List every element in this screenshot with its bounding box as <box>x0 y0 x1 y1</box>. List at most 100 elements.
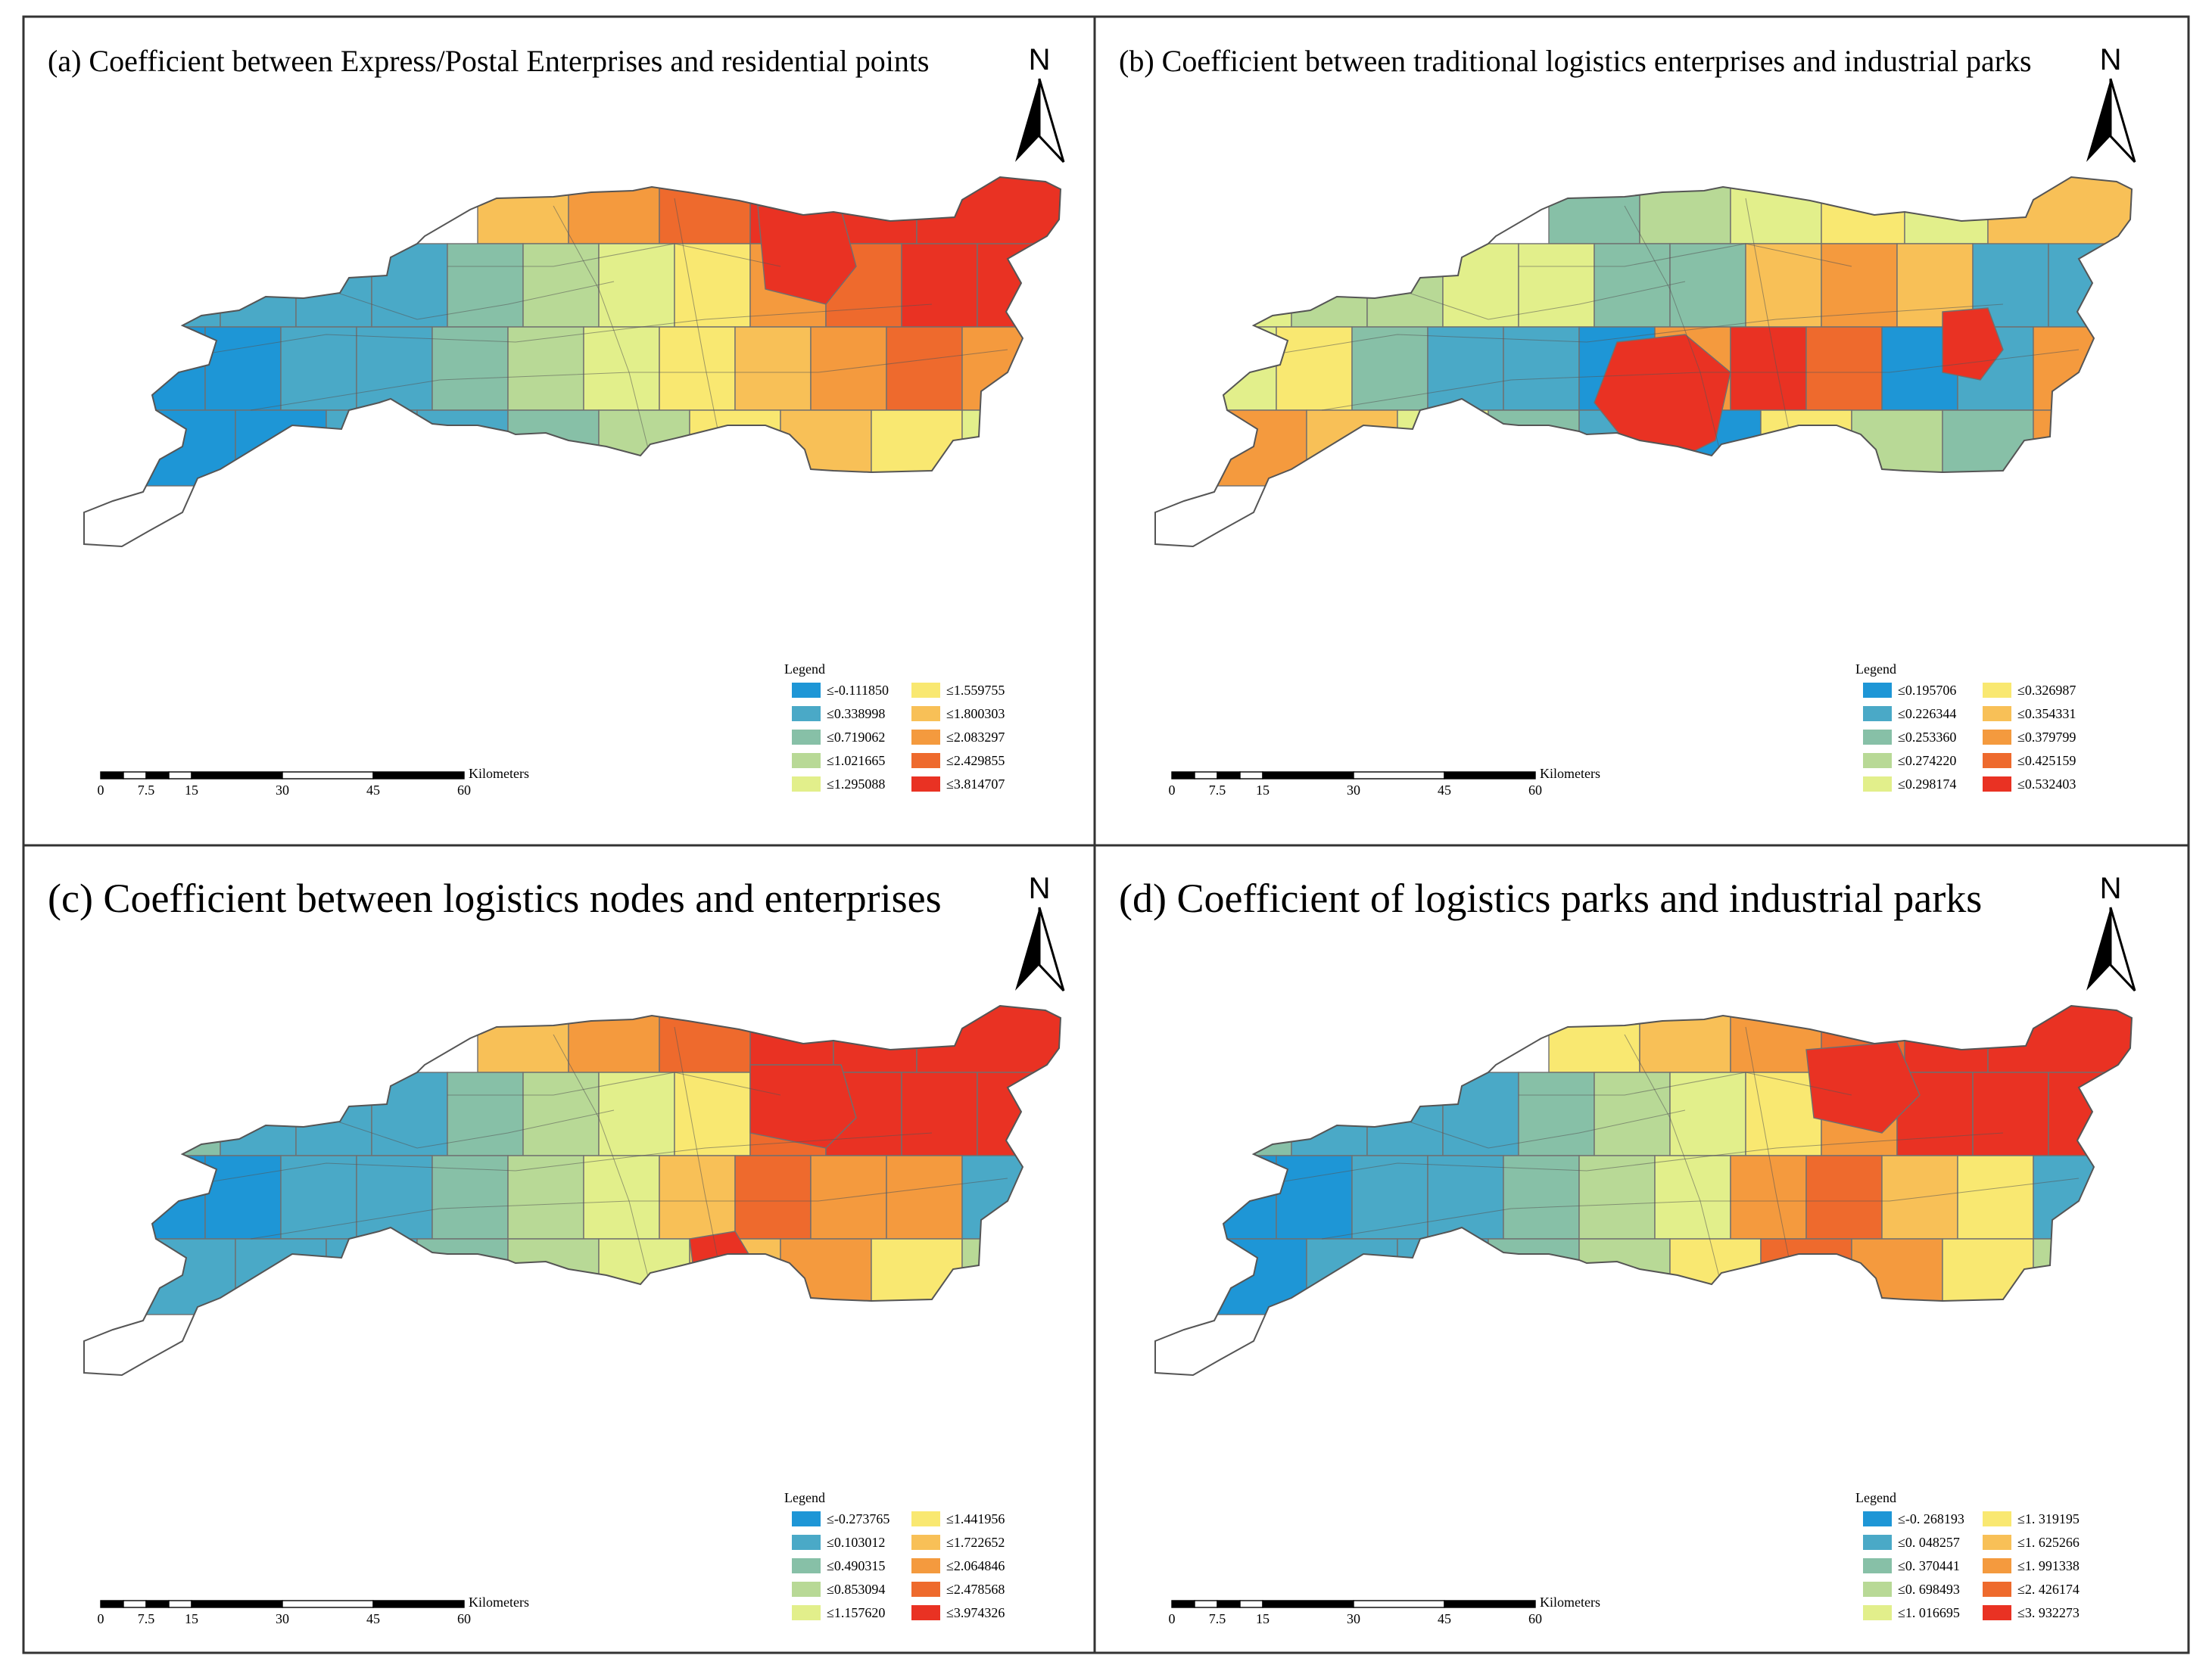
map-region <box>1639 186 1731 244</box>
scale-bar-segment <box>282 1600 374 1608</box>
north-arrow-left-half <box>2086 79 2111 162</box>
scale-tick-label: 0 <box>1169 1611 1176 1626</box>
legend-swatch <box>1983 1535 2011 1550</box>
legend-swatch <box>1983 706 2011 721</box>
legend-swatch <box>792 753 821 768</box>
road-line <box>1745 198 1792 441</box>
legend-swatch <box>911 1535 940 1550</box>
scale-tick-label: 7.5 <box>1209 783 1226 798</box>
legend-swatch <box>911 706 940 721</box>
map-region <box>1745 243 1822 328</box>
map-region <box>1805 326 1883 411</box>
map-region <box>598 243 675 328</box>
map-region <box>1669 1072 1746 1156</box>
map-region <box>568 186 660 244</box>
legend-label: ≤0.274220 <box>1898 753 1956 768</box>
legend-label: ≤1.157620 <box>827 1605 885 1620</box>
legend-label: ≤-0. 268193 <box>1898 1511 1964 1526</box>
legend: Legend≤-0. 268193 ≤0. 048257 ≤0. 370441 ≤0.… <box>1855 1490 2080 1620</box>
road-line <box>326 281 615 320</box>
north-arrow-letter: N <box>2100 872 2122 905</box>
map-region <box>1821 243 1898 328</box>
map-region <box>204 1155 282 1240</box>
legend-label: ≤0.425159 <box>2017 753 2076 768</box>
map-region <box>1351 326 1428 411</box>
scale-tick-label: 45 <box>1438 1611 1451 1626</box>
map-region <box>901 1072 978 1156</box>
north-arrow-right-half <box>1038 78 1065 163</box>
legend-swatch <box>1983 730 2011 745</box>
panel-title: (d) Coefficient of logistics parks and i… <box>1119 876 1982 921</box>
scale-bar-segment <box>100 1600 124 1608</box>
map-region <box>522 1072 600 1156</box>
scale-bar-segment <box>145 1600 170 1608</box>
scale-bar-segment <box>145 771 170 779</box>
legend-label: ≤1.441956 <box>946 1511 1005 1526</box>
map-region <box>1730 326 1807 411</box>
north-arrow: N <box>2086 872 2136 992</box>
road-line <box>553 205 653 464</box>
legend-label: ≤2. 426174 <box>2017 1582 2080 1597</box>
scale-bar-segment <box>282 771 374 779</box>
scale-bar-segment <box>168 771 192 779</box>
scale-bar-segment <box>123 771 147 779</box>
scale-bar-segment <box>1194 771 1218 779</box>
legend-swatch <box>1863 776 1892 792</box>
legend-label: ≤1.559755 <box>946 683 1005 698</box>
legend-label: ≤1.722652 <box>946 1535 1005 1550</box>
legend-label: ≤0. 048257 <box>1898 1535 1960 1550</box>
study-area-boundary <box>83 1004 1062 1377</box>
legend-label: ≤0.326987 <box>2017 683 2076 698</box>
north-arrow-letter: N <box>1029 43 1051 76</box>
legend-swatch <box>792 706 821 721</box>
north-arrow-letter: N <box>1029 872 1051 905</box>
legend-swatch <box>1863 1511 1892 1526</box>
legend-label: ≤1. 625266 <box>2017 1535 2080 1550</box>
scale-bar-segment <box>1217 1600 1241 1608</box>
legend-label: ≤0.226344 <box>1898 706 1956 721</box>
scale-tick-label: 60 <box>457 1611 471 1626</box>
map-region <box>1518 1072 1595 1156</box>
north-arrow-left-half <box>1015 79 1039 162</box>
road-line <box>1519 1072 1852 1096</box>
scale-tick-label: 60 <box>457 783 471 798</box>
scale-tick-label: 30 <box>276 1611 289 1626</box>
legend-label: ≤-0.273765 <box>827 1511 889 1526</box>
legend-swatch <box>911 683 940 698</box>
scale-unit: Kilometers <box>469 1595 529 1610</box>
north-arrow-right-half <box>2109 907 2136 992</box>
scale-bar-segment <box>1171 771 1195 779</box>
scale-tick-label: 15 <box>185 783 198 798</box>
legend-label: ≤0.853094 <box>827 1582 885 1597</box>
map-region <box>1594 1072 1671 1156</box>
scale-tick-label: 60 <box>1528 783 1542 798</box>
legend-label: ≤3.814707 <box>946 776 1005 792</box>
legend-label: ≤1.295088 <box>827 776 885 792</box>
legend-label: ≤2.083297 <box>946 730 1005 745</box>
legend-swatch <box>911 753 940 768</box>
map-region <box>583 1155 660 1240</box>
legend-swatch <box>1983 683 2011 698</box>
map-region <box>1972 1072 2049 1156</box>
road-line <box>674 198 721 441</box>
scale-unit: Kilometers <box>1540 766 1600 781</box>
map-region <box>1518 243 1595 328</box>
road-line <box>447 1072 781 1096</box>
scale-tick-label: 7.5 <box>138 783 155 798</box>
map-region <box>1578 1155 1656 1240</box>
scale-tick-label: 45 <box>1438 783 1451 798</box>
legend-swatch <box>1983 1511 2011 1526</box>
north-arrow-right-half <box>1038 907 1065 992</box>
scale-tick-label: 15 <box>1256 1611 1270 1626</box>
legend-label: ≤2.064846 <box>946 1558 1005 1573</box>
map-region <box>598 1072 675 1156</box>
scale-bar-segment <box>1262 1600 1354 1608</box>
scale-tick-label: 45 <box>366 783 380 798</box>
scale-bar-segment <box>100 771 124 779</box>
map-region <box>1427 1155 1504 1240</box>
legend-swatch <box>911 776 940 792</box>
road-line <box>1397 1109 1686 1149</box>
